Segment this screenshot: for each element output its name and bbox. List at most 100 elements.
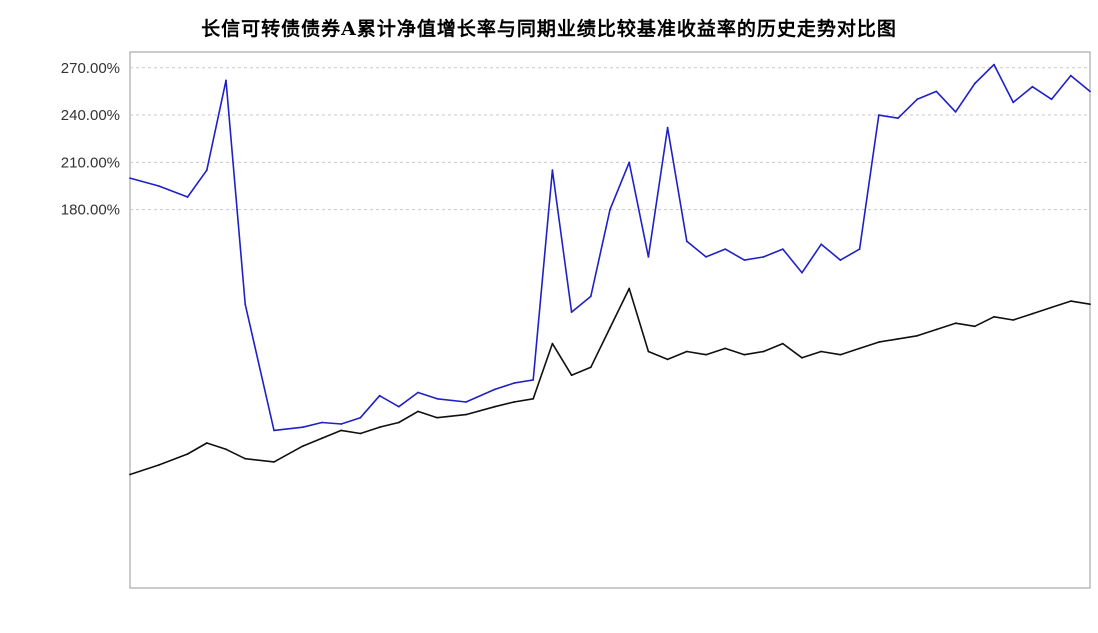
series-0-point-1 [158, 185, 160, 187]
series-1-point-42 [993, 316, 995, 318]
series-1-point-26 [686, 351, 688, 353]
series-0-point-7 [302, 426, 304, 428]
series-1-point-37 [897, 338, 899, 340]
y-tick-label-1: 240.00% [61, 107, 120, 124]
series-1-point-9 [340, 430, 342, 432]
series-1-point-31 [782, 343, 784, 345]
series-1-point-22 [609, 327, 611, 329]
series-1-point-40 [955, 322, 957, 324]
series-0-point-39 [936, 91, 938, 93]
series-0-point-17 [513, 382, 515, 384]
series-1-point-19 [552, 343, 554, 345]
series-1-point-38 [916, 335, 918, 337]
series-0-point-41 [974, 83, 976, 85]
series-0-point-10 [360, 417, 362, 419]
series-0-point-23 [628, 162, 630, 164]
series-1-point-34 [840, 354, 842, 356]
series-0-point-18 [532, 379, 534, 381]
series-1-point-25 [667, 359, 669, 361]
series-0-point-35 [859, 248, 861, 250]
y-tick-label-3: 180.00% [61, 202, 120, 219]
series-1-point-44 [1032, 313, 1034, 315]
series-1-point-24 [648, 351, 650, 353]
series-0-point-8 [321, 422, 323, 424]
series-0-point-16 [494, 389, 496, 391]
series-1-point-29 [744, 354, 746, 356]
series-0-point-29 [744, 259, 746, 261]
series-1-point-39 [936, 329, 938, 331]
series-0-point-30 [763, 256, 765, 258]
series-0-point-3 [206, 169, 208, 171]
series-1-point-0 [129, 474, 131, 476]
series-1-point-5 [244, 458, 246, 460]
series-1-point-23 [628, 288, 630, 290]
series-0-point-9 [340, 423, 342, 425]
series-0-point-40 [955, 111, 957, 113]
series-0-point-6 [273, 430, 275, 432]
series-0-point-38 [916, 98, 918, 100]
y-tick-label-2: 210.00% [61, 154, 120, 171]
series-1-point-12 [398, 422, 400, 424]
series-1-point-21 [590, 366, 592, 368]
series-1-point-2 [187, 453, 189, 455]
series-1-point-4 [225, 448, 227, 450]
series-1-point-16 [494, 406, 496, 408]
series-1-point-1 [158, 464, 160, 466]
series-0-point-33 [820, 243, 822, 245]
series-0-point-12 [398, 406, 400, 408]
series-0-point-42 [993, 64, 995, 66]
series-0-point-37 [897, 117, 899, 119]
plot-frame [130, 52, 1090, 588]
series-1-point-20 [571, 374, 573, 376]
series-0-point-36 [878, 114, 880, 116]
series-0-point-27 [705, 256, 707, 258]
series-0-point-44 [1032, 86, 1034, 88]
series-1-point-27 [705, 354, 707, 356]
series-1-point-32 [801, 357, 803, 359]
series-1-point-41 [974, 325, 976, 327]
series-1-point-45 [1051, 307, 1053, 309]
series-0-point-45 [1051, 98, 1053, 100]
series-0-point-5 [244, 303, 246, 305]
series-1-point-18 [532, 398, 534, 400]
series-1-point-47 [1089, 303, 1091, 305]
series-0-point-46 [1070, 75, 1072, 77]
series-1-point-3 [206, 442, 208, 444]
series-1-point-43 [1012, 319, 1014, 321]
series-0-point-26 [686, 240, 688, 242]
series-0-point-32 [801, 272, 803, 274]
series-0-point-21 [590, 296, 592, 298]
series-0-point-2 [187, 196, 189, 198]
series-1-point-36 [878, 341, 880, 343]
series-1-point-28 [724, 348, 726, 350]
series-1-point-10 [360, 433, 362, 435]
series-0-point-15 [465, 401, 467, 403]
series-0-point-20 [571, 311, 573, 313]
y-tick-label-0: 270.00% [61, 60, 120, 77]
y-axis: 270.00% 240.00% 210.00% 180.00% [61, 60, 120, 219]
series-0-point-28 [724, 248, 726, 250]
series-0-point-19 [552, 169, 554, 171]
series-1-point-11 [379, 426, 381, 428]
series-1-point-30 [763, 351, 765, 353]
series-1-point-17 [513, 401, 515, 403]
series-0-point-25 [667, 127, 669, 129]
series-0-point-31 [782, 248, 784, 250]
series-1-point-13 [417, 411, 419, 413]
series-1-point-14 [436, 417, 438, 419]
series-0-point-14 [436, 398, 438, 400]
series-1-point-8 [321, 437, 323, 439]
series-0-point-22 [609, 209, 611, 211]
series-0-point-11 [379, 395, 381, 397]
series-1-point-35 [859, 348, 861, 350]
series-0-point-43 [1012, 102, 1014, 104]
series-1-point-15 [465, 414, 467, 416]
series-0-point-24 [648, 256, 650, 258]
series-1-point-7 [302, 445, 304, 447]
series-0-point-47 [1089, 91, 1091, 93]
series-0-point-4 [225, 80, 227, 82]
series-0-point-13 [417, 392, 419, 394]
series-0-point-0 [129, 177, 131, 179]
series-1-point-33 [820, 351, 822, 353]
